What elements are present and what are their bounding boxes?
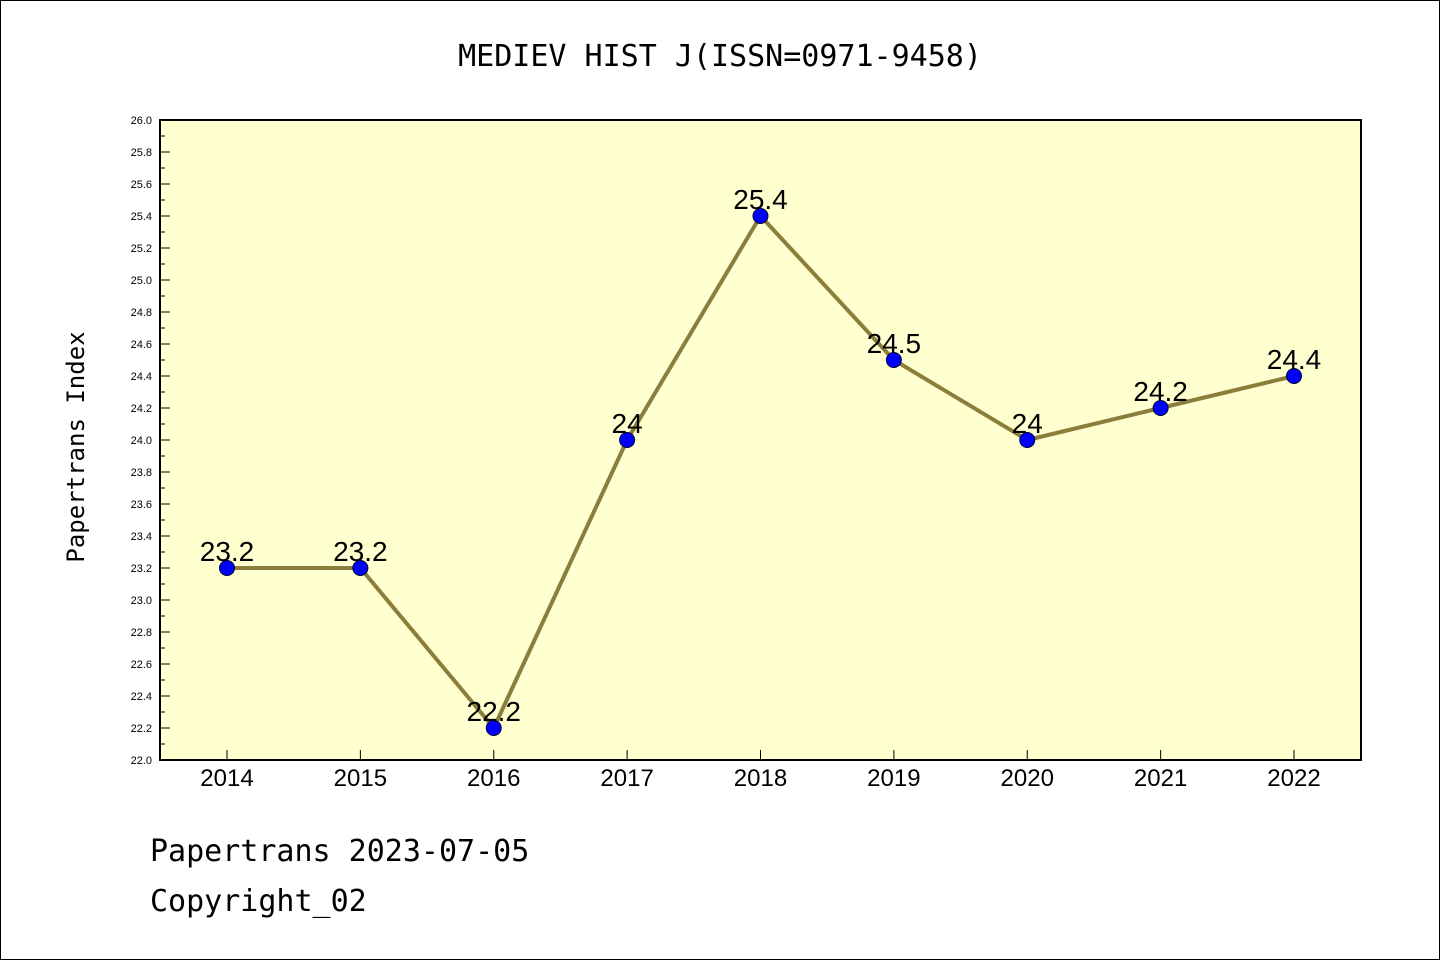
y-tick-label: 25.6 (131, 179, 152, 191)
x-tick-label: 2018 (734, 765, 787, 792)
data-point (1152, 400, 1169, 416)
data-label: 25.4 (733, 184, 788, 215)
y-tick-label: 25.4 (131, 211, 152, 223)
x-tick-label: 2014 (200, 765, 253, 792)
y-axis-label: Papertrans Index (62, 331, 90, 562)
series (219, 208, 1302, 736)
data-label: 24.4 (1267, 344, 1322, 375)
y-tick-label: 25.8 (131, 147, 152, 159)
data-label: 24 (1012, 408, 1043, 439)
y-tick-label: 23.4 (131, 531, 152, 543)
data-label: 24.5 (867, 328, 922, 359)
x-tick-label: 2017 (600, 765, 653, 792)
y-tick-label: 22.6 (131, 659, 152, 671)
y-tick-label: 23.6 (131, 499, 152, 511)
x-tick-label: 2015 (334, 765, 387, 792)
y-tick-label: 22.8 (131, 627, 152, 639)
data-point (752, 208, 769, 224)
x-tick-label: 2019 (867, 765, 920, 792)
x-tick-label: 2016 (467, 765, 520, 792)
y-tick-label: 22.0 (131, 755, 152, 767)
y-tick-label: 23.2 (131, 563, 152, 575)
y-tick-label: 24.0 (131, 435, 152, 447)
data-point (619, 432, 636, 448)
y-tick-label: 25.0 (131, 275, 152, 287)
data-point (1019, 432, 1036, 448)
chart-title: MEDIEV HIST J(ISSN=0971-9458) (458, 39, 982, 74)
y-tick-label: 23.8 (131, 467, 152, 479)
y-tick-label: 23.0 (131, 595, 152, 607)
x-axis-ticks: 2014 2015 2016 2017 2018 2019 2020 2021 2022 (200, 750, 1321, 792)
y-tick-label: 24.8 (131, 307, 152, 319)
plot-area (159, 119, 1362, 761)
data-point (352, 560, 369, 576)
data-point (219, 560, 235, 576)
data-label: 23.2 (200, 536, 255, 567)
data-point (885, 352, 902, 368)
data-point (485, 720, 502, 736)
y-tick-label: 25.2 (131, 243, 152, 255)
y-tick-label: 26.0 (131, 115, 152, 127)
y-tick-label: 24.2 (131, 403, 152, 415)
data-labels: 23.2 23.2 22.2 24 25.4 24.5 24 24.2 24.4 (200, 184, 1322, 727)
x-tick-label: 2021 (1134, 765, 1187, 792)
footer-copyright-line: Copyright_02 (150, 884, 367, 919)
y-tick-label: 24.6 (131, 339, 152, 351)
data-label: 22.2 (467, 696, 522, 727)
x-tick-label: 2020 (1001, 765, 1054, 792)
y-tick-label: 22.2 (131, 723, 152, 735)
data-label: 24 (612, 408, 643, 439)
data-label: 23.2 (333, 536, 388, 567)
y-axis-ticks: 22.0 22.2 22.4 22.6 22.8 23.0 23.2 23.4 23.6 23.8… (131, 115, 170, 767)
data-label: 24.2 (1133, 376, 1188, 407)
y-tick-label: 24.4 (131, 371, 152, 383)
footer-date-line: Papertrans 2023-07-05 (150, 834, 530, 869)
y-tick-label: 22.4 (131, 691, 152, 703)
data-point (1286, 368, 1302, 384)
x-tick-label: 2022 (1267, 765, 1320, 792)
